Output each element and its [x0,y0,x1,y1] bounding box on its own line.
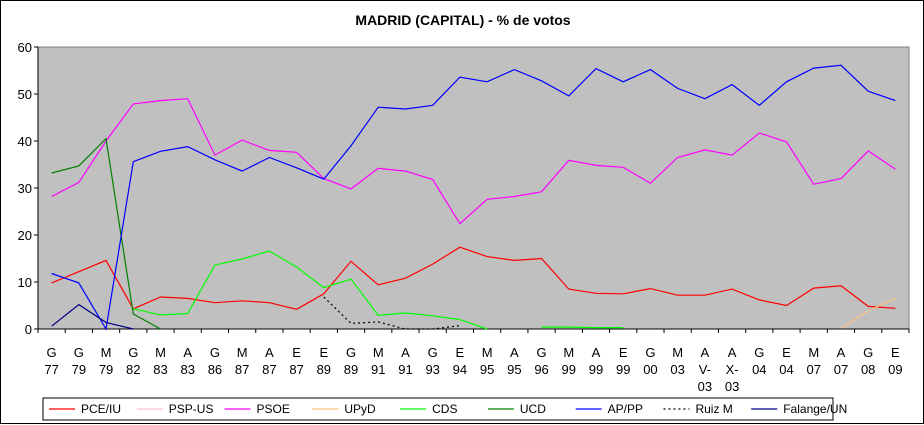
x-tick-label: A X-03 [725,345,739,394]
x-tick-label: G 96 [534,345,548,377]
x-tick-label: G 00 [643,345,657,377]
plot-area [37,46,910,330]
x-tick-label: M 91 [371,345,385,377]
series-line-psoe [51,98,896,225]
x-tick-label: E 87 [289,345,303,377]
x-tick-label: G 82 [126,345,140,377]
x-tick-label: G 04 [752,345,766,377]
series-line-falange-un [51,303,134,330]
x-tick-label: G 77 [44,345,58,377]
y-tick-label: 10 [18,275,32,290]
x-tick-label: M 79 [99,345,113,377]
x-tick-label: A 91 [398,345,412,377]
x-tick-label: M 95 [480,345,494,377]
x-tick-label: G 79 [72,345,86,377]
series-line-ucd [51,137,161,330]
x-tick-label: M 83 [153,345,167,377]
legend-label: Falange/UN [783,402,847,416]
series-line-ap-pp [51,64,896,331]
series-line-cds [133,250,624,330]
x-tick-label: E 89 [317,345,331,377]
legend-box [42,397,834,421]
y-tick-label: 50 [18,87,32,102]
series-line-ruiz-m [323,296,460,330]
legend-label: PCE/IU [81,402,121,416]
y-axis: 0 10 20 30 40 50 60 [18,40,39,337]
x-tick-label: G 89 [344,345,358,377]
x-tick-label: A 95 [507,345,521,377]
legend-label: UCD [520,402,546,416]
x-tick-label: G 08 [861,345,875,377]
x-tick-label: E 09 [888,345,902,377]
x-tick-label: M 03 [670,345,684,377]
x-tick-label: G 93 [425,345,439,377]
legend-label: AP/PP [608,402,643,416]
series-line-upyd [840,297,896,329]
chart-title: MADRID (CAPITAL) - % de votos [355,12,570,28]
legend-label: PSOE [257,402,290,416]
y-tick-label: 30 [18,181,32,196]
x-tick-label: E 94 [453,345,467,377]
legend-label: UPyD [344,402,376,416]
x-tick-label: E 04 [779,345,793,377]
x-tick-label: M 87 [235,345,249,377]
x-tick-label: A 99 [589,345,603,377]
series-line-pce-iu [51,246,896,310]
x-tick-label: E 99 [616,345,630,377]
legend: PCE/IU PSP-US PSOE UPyD CDS UCD AP/PP Ruiz M Fal… [42,397,847,421]
x-tick-label: G 86 [208,345,222,377]
y-tick-label: 40 [18,134,32,149]
y-tick-label: 0 [25,322,32,337]
legend-label: PSP-US [169,402,214,416]
legend-label: Ruiz M [695,402,732,416]
legend-label: CDS [432,402,457,416]
y-tick-label: 20 [18,228,32,243]
y-tick-label: 60 [18,40,32,55]
x-tick-label: A 87 [262,345,276,377]
series-layer [51,64,896,331]
x-tick-label: A 07 [834,345,848,377]
x-tick-label: M 07 [807,345,821,377]
x-axis: G 77 G 79 M 79 G 82 M 83 A 83 G 86 M 87 A 87 E 87 E 89 G 89 M 91 A… [37,328,910,394]
x-tick-label: A V-03 [698,345,712,394]
x-tick-label: M 99 [562,345,576,377]
x-tick-label: A 83 [180,345,194,377]
